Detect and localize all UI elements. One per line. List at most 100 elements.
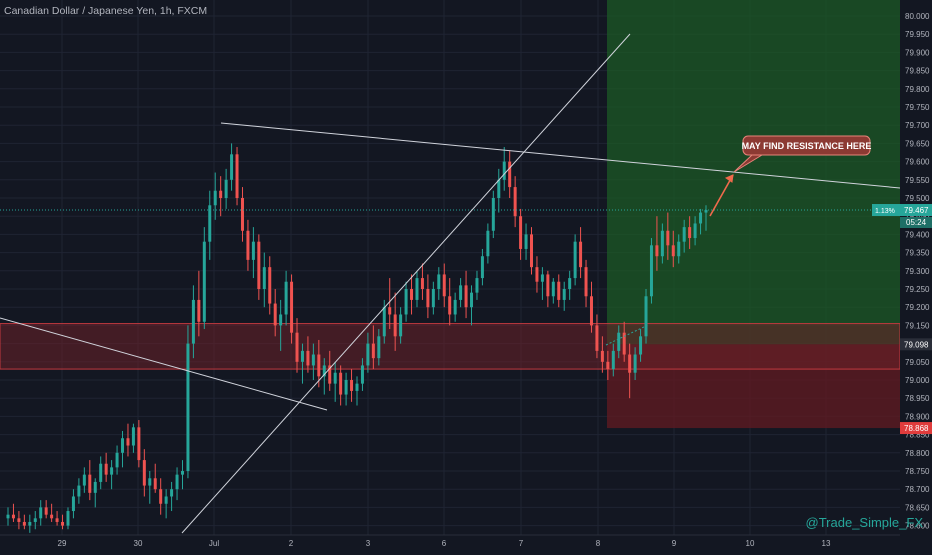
candle-body [448,296,452,315]
ascending-trendline[interactable] [181,33,631,534]
candle [99,456,103,490]
candle-body [300,350,304,362]
candle [355,376,359,406]
time-axis[interactable]: 29 30 Jul 2 3 6 7 8 9 10 13 [0,534,932,550]
candle-body [568,278,572,289]
candle-body [17,518,21,522]
stop-price-badge: 78.868 [904,424,929,433]
candle [388,278,392,330]
candles [6,143,708,533]
time-tick-label: 29 [58,539,67,548]
candle-body [584,267,588,297]
candle [186,325,190,479]
candle [677,234,681,264]
candle [644,289,648,344]
candle-body [491,198,495,231]
candle [279,299,283,351]
candle [480,248,484,286]
candle-body [508,161,512,188]
watermark: @Trade_Simple_FX [806,515,924,530]
candle-body [219,190,223,198]
projection-arrow-line [709,174,734,217]
candle-body [557,281,561,300]
candle-body [459,285,463,300]
entry-price-badge: 79.098 [904,340,929,349]
candle [235,147,239,206]
candle [513,176,517,228]
candle [290,274,294,344]
trend-lines[interactable] [0,33,901,534]
candle [148,471,152,504]
candle-body [148,478,152,486]
candle [660,223,664,264]
candle [11,503,15,522]
price-tick-label: 79.300 [905,267,930,276]
price-tick-label: 79.250 [905,285,930,294]
candle-body [11,514,15,519]
candle [39,500,43,526]
candle-body [279,314,283,326]
candle-body [251,241,255,260]
time-axis-bg [0,535,932,550]
resistance-trendline[interactable] [220,122,901,189]
candle [115,445,119,475]
candle-body [410,289,414,300]
candle-body [344,380,348,395]
candle [273,289,277,337]
candle [600,336,604,373]
change-badge: 1.13% [875,208,895,215]
candle [208,190,212,260]
candle [88,460,92,501]
candle-body [535,267,539,282]
candle-body [202,241,206,322]
price-tick-label: 78.650 [905,503,930,512]
candle-body [317,354,321,377]
candle-body [377,336,381,359]
time-tick-label: 13 [822,539,831,548]
candle [595,314,599,359]
candle-body [420,278,424,289]
candle-body [230,154,234,180]
price-axis[interactable]: 80.000 79.950 79.900 79.850 79.800 79.750 79.7… [872,0,932,550]
candle [240,187,244,242]
price-tick-label: 80.000 [905,12,930,21]
support-zone[interactable] [0,323,901,370]
candle [426,274,430,319]
candle [339,365,343,406]
candle-body [104,463,108,475]
candle [393,292,397,351]
resistance-annotation[interactable]: MAY FIND RESISTANCE HERE [742,135,872,156]
candle [175,467,179,501]
candle-body [513,187,517,217]
candle-body [121,438,125,453]
descending-trendline[interactable] [0,317,328,411]
candle [410,274,414,315]
candle [366,332,370,373]
candle-body [295,332,299,362]
candle [17,511,21,530]
candle [579,227,583,279]
price-tick-label: 78.750 [905,467,930,476]
candle-body [273,303,277,326]
candle-body [579,241,583,268]
target-zone[interactable] [607,0,900,345]
candle-body [186,343,190,471]
candle-body [333,372,337,384]
chart-title: Canadian Dollar / Japanese Yen, 1h, FXCM [4,5,207,17]
candle-body [606,361,610,370]
price-tick-label: 79.200 [905,303,930,312]
annotation-box[interactable] [742,135,871,156]
candle [551,278,555,304]
candle-body [399,314,403,337]
candle [470,285,474,326]
candle-body [44,507,48,515]
candle-body [682,227,686,242]
price-tick-label: 79.450 [905,212,930,221]
candle-body [530,234,533,268]
candle-body [77,485,81,497]
price-tick-label: 79.800 [905,85,930,94]
candle [121,430,125,468]
price-tick-label: 79.750 [905,103,930,112]
